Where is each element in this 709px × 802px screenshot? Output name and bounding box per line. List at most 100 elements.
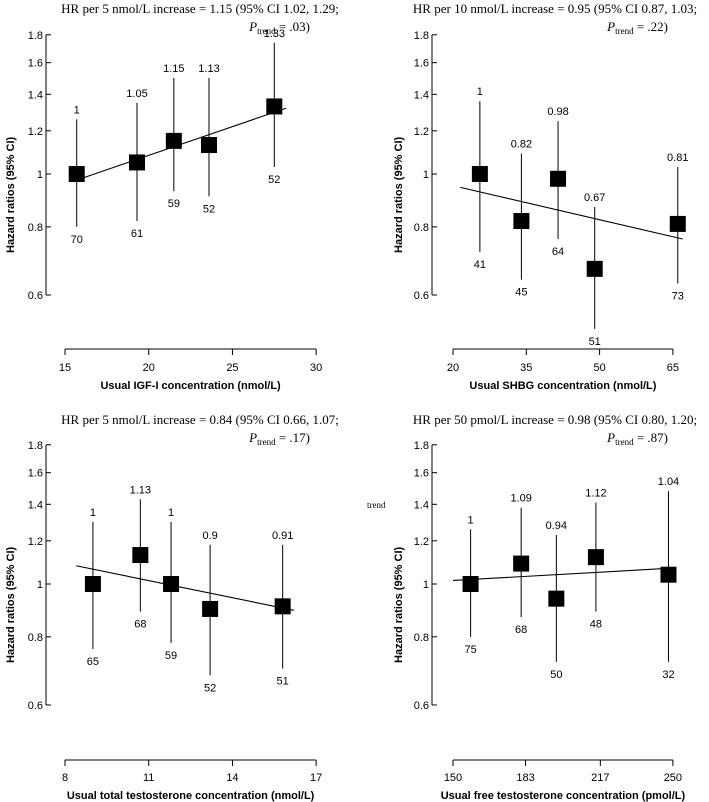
y-axis-label: Hazard ratios (95% CI) (393, 546, 405, 662)
p-trend-prefix: P (606, 430, 615, 445)
y-tick-label: 1.2 (414, 126, 429, 138)
y-tick-label: 0.8 (28, 632, 43, 644)
y-tick-label: 1.4 (28, 89, 43, 101)
sample-count-label: 59 (165, 650, 177, 662)
hazard-ratio-label: 1 (468, 514, 474, 526)
sample-count-label: 52 (204, 682, 216, 694)
hazard-ratio-label: 0.98 (547, 106, 568, 118)
data-point-5: 0.91 51 (272, 530, 293, 688)
hazard-ratio-label: 1.09 (510, 493, 531, 505)
sample-count-label: 65 (87, 656, 99, 668)
y-tick-label: 1.4 (414, 89, 429, 101)
hazard-ratio-marker (550, 170, 567, 187)
hazard-ratio-label: 0.94 (546, 520, 567, 532)
hazard-ratio-label: 1.13 (130, 484, 151, 496)
hazard-ratio-marker (660, 566, 677, 583)
hazard-ratio-marker (132, 547, 149, 564)
y-tick-label: 1.8 (414, 440, 429, 452)
x-tick-label: 50 (593, 362, 605, 374)
sample-count-label: 41 (474, 259, 486, 271)
hazard-ratio-label: 1.05 (126, 88, 147, 100)
y-tick-label: 0.6 (28, 700, 43, 712)
data-point-4: 1.12 48 (585, 488, 606, 631)
x-tick-label: 30 (310, 362, 322, 374)
data-point-4: 0.67 51 (584, 192, 605, 348)
y-tick-label: 1.6 (28, 468, 43, 480)
p-trend-prefix: P (248, 430, 257, 445)
data-point-5: 0.81 73 (667, 152, 688, 302)
p-trend-text: Ptrend = .17) (248, 430, 310, 447)
hazard-ratio-marker (202, 600, 219, 617)
x-axis-label: Usual total testosterone concentration (… (67, 790, 315, 802)
data-point-3: 0.94 50 (546, 520, 567, 681)
x-tick-label: 20 (447, 362, 459, 374)
p-trend-subscript: trend (257, 26, 276, 36)
x-tick-label: 183 (516, 772, 534, 784)
stray-trend-label: trend (367, 500, 386, 510)
data-point-1: 1 75 (462, 514, 479, 656)
hazard-ratio-marker (165, 132, 182, 149)
hazard-ratio-marker (513, 213, 530, 230)
p-trend-text: Ptrend = .22) (606, 19, 668, 36)
x-tick-label: 11 (143, 772, 154, 784)
y-tick-label: 1.2 (28, 536, 43, 548)
hazard-ratio-marker (84, 576, 101, 592)
sample-count-label: 73 (672, 290, 684, 302)
chart-panel-2: HR per 10 nmol/L increase = 0.95 (95% CI… (393, 1, 697, 392)
data-point-5: 1.04 32 (658, 476, 679, 681)
sample-count-label: 50 (550, 669, 562, 681)
hazard-ratio-label: 0.91 (272, 530, 293, 542)
p-trend-prefix: P (248, 19, 257, 34)
y-tick-label: 1.4 (414, 499, 429, 511)
chart-panel-4: HR per 50 pmol/L increase = 0.98 (95% CI… (367, 412, 697, 802)
y-tick-label: 1 (423, 169, 429, 181)
p-trend-value: = .87) (634, 430, 668, 445)
x-axis-label: Usual IGF-I concentration (nmol/L) (100, 380, 281, 392)
trend-line (76, 565, 294, 611)
hazard-ratio-marker (586, 260, 603, 277)
x-tick-label: 25 (226, 362, 238, 374)
x-tick-label: 15 (59, 362, 71, 374)
trend-line (460, 186, 683, 240)
chart-panel-3: HR per 5 nmol/L increase = 0.84 (95% CI … (5, 412, 339, 802)
sample-count-label: 51 (589, 336, 601, 348)
sample-count-label: 68 (134, 619, 146, 631)
y-tick-label: 0.8 (28, 222, 43, 234)
p-trend-value: = .17) (276, 430, 310, 445)
hazard-ratio-marker (68, 166, 85, 182)
chart-title: HR per 10 nmol/L increase = 0.95 (95% CI… (413, 1, 697, 16)
x-axis-label: Usual free testosterone concentration (p… (441, 790, 686, 802)
y-tick-label: 0.6 (414, 700, 429, 712)
p-trend-value: = .03) (276, 19, 310, 34)
chart-title: HR per 5 nmol/L increase = 1.15 (95% CI … (61, 1, 339, 16)
p-trend-subscript: trend (615, 437, 634, 447)
y-tick-label: 1.8 (414, 30, 429, 42)
data-point-4: 0.9 52 (202, 530, 219, 694)
sample-count-label: 32 (662, 669, 674, 681)
hazard-ratio-marker (587, 549, 604, 566)
hazard-ratio-label: 1 (477, 86, 483, 98)
y-axis-label: Hazard ratios (95% CI) (5, 136, 17, 252)
hazard-ratio-label: 1 (90, 507, 96, 519)
hazard-ratio-marker (471, 166, 488, 182)
sample-count-label: 52 (203, 203, 215, 215)
chart-title: HR per 50 pmol/L increase = 0.98 (95% CI… (413, 412, 697, 427)
sample-count-label: 75 (464, 644, 476, 656)
y-tick-label: 0.8 (414, 632, 429, 644)
hazard-ratio-marker (548, 590, 565, 607)
x-tick-label: 217 (591, 772, 609, 784)
chart-panel-1: HR per 5 nmol/L increase = 1.15 (95% CI … (5, 1, 339, 392)
sample-count-label: 70 (71, 234, 83, 246)
data-point-1: 1 41 (471, 86, 488, 271)
hazard-ratio-label: 1 (74, 104, 80, 116)
y-tick-label: 1 (423, 579, 429, 591)
x-axis-label: Usual SHBG concentration (nmol/L) (469, 380, 656, 392)
x-tick-label: 20 (143, 362, 155, 374)
y-tick-label: 0.6 (28, 290, 43, 302)
sample-count-label: 48 (590, 619, 602, 631)
p-trend-text: Ptrend = .03) (248, 19, 310, 36)
x-tick-label: 150 (444, 772, 462, 784)
sample-count-label: 52 (268, 174, 280, 186)
y-tick-label: 1.6 (414, 58, 429, 70)
